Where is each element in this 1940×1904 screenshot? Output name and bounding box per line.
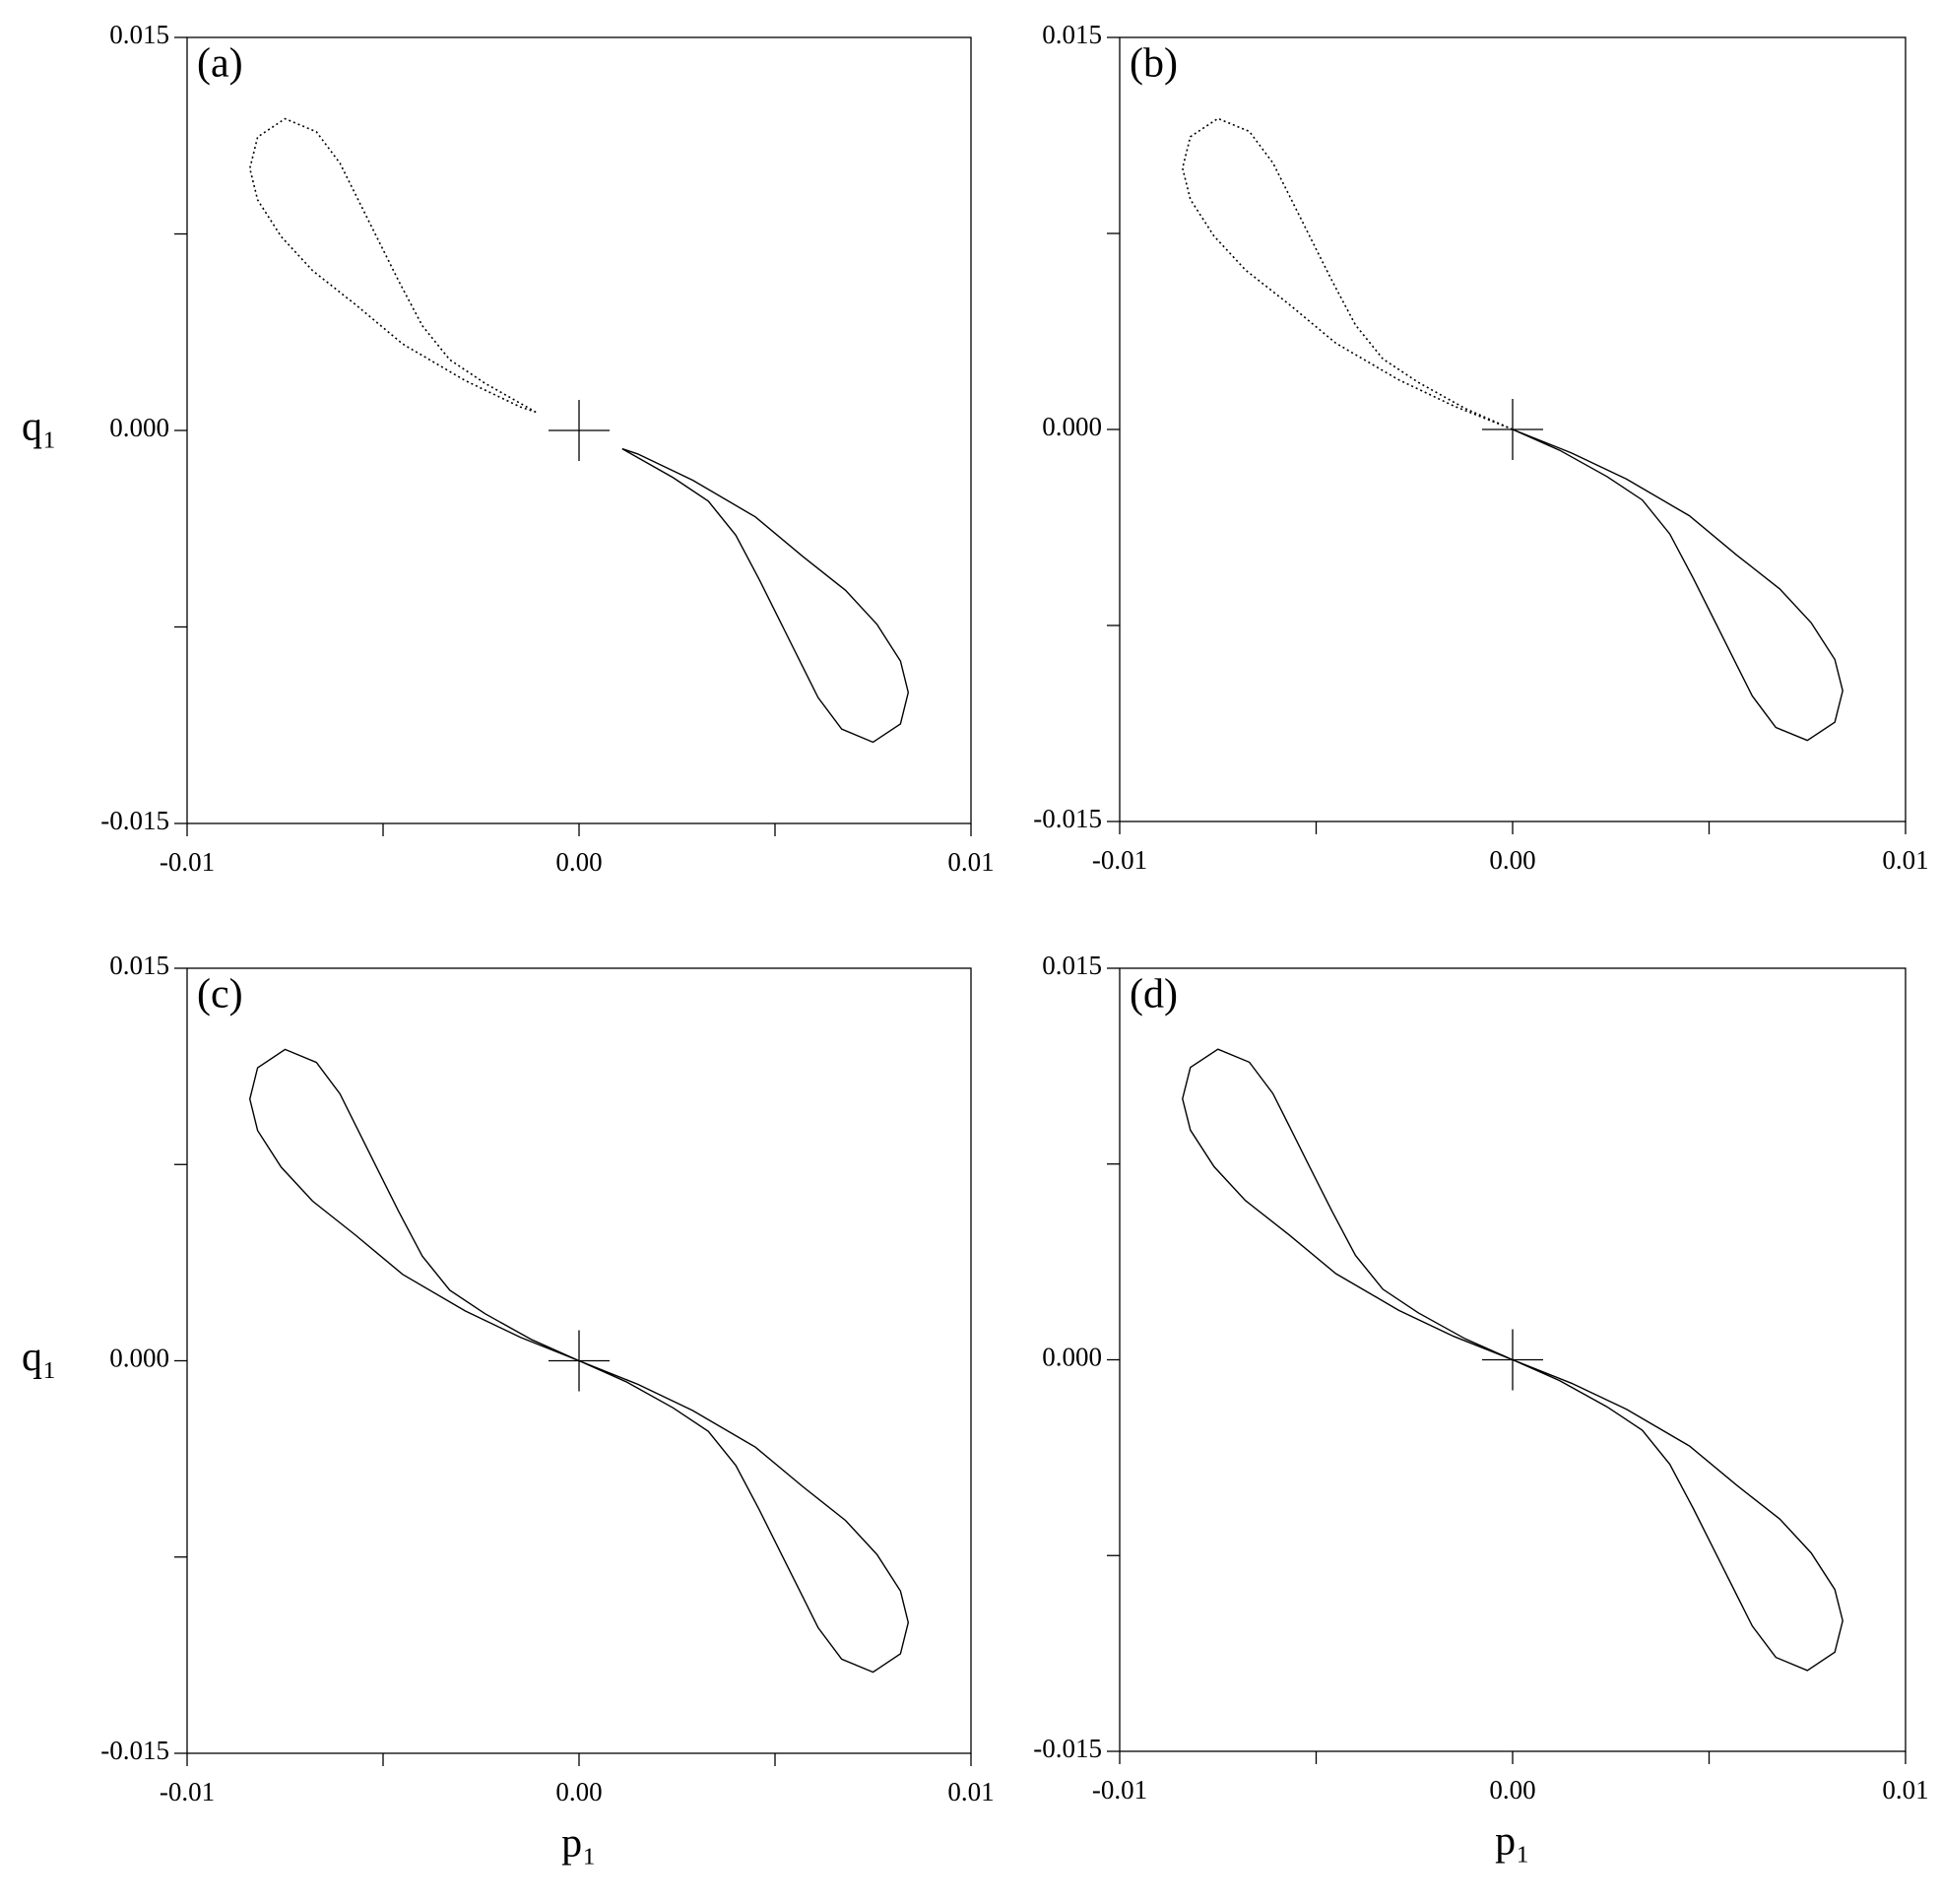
x-axis-label: p₁ xyxy=(561,1821,597,1867)
x-tick-label: -0.01 xyxy=(160,847,215,877)
y-tick-label: 0.015 xyxy=(109,20,169,49)
y-tick-label: 0.015 xyxy=(109,951,169,980)
y-tick-label: -0.015 xyxy=(1033,804,1102,833)
panel-label: (c) xyxy=(197,972,243,1018)
y-tick-label: -0.015 xyxy=(100,806,169,835)
x-tick-label: 0.01 xyxy=(947,847,994,877)
x-tick-label: 0.01 xyxy=(1882,845,1928,875)
x-axis-label: p₁ xyxy=(1495,1819,1530,1865)
curve xyxy=(578,1359,910,1674)
curve xyxy=(621,447,910,744)
panel-label: (d) xyxy=(1130,972,1178,1018)
curve xyxy=(1512,1358,1843,1672)
x-tick-label: -0.01 xyxy=(160,1777,215,1806)
x-tick-label: 0.00 xyxy=(1489,1775,1535,1805)
x-tick-label: 0.01 xyxy=(947,1777,994,1806)
x-tick-label: -0.01 xyxy=(1092,845,1147,875)
y-tick-label: 0.000 xyxy=(1042,412,1102,441)
curve xyxy=(1512,428,1843,742)
y-tick-label: 0.000 xyxy=(1042,1343,1102,1372)
y-tick-label: 0.000 xyxy=(109,413,169,442)
x-tick-label: 0.01 xyxy=(1882,1775,1928,1805)
curve xyxy=(1181,117,1514,430)
x-tick-label: 0.00 xyxy=(555,847,602,877)
y-axis-label: q₁ xyxy=(22,1335,57,1380)
panel-label: (a) xyxy=(197,41,243,87)
x-tick-label: 0.00 xyxy=(555,1777,602,1806)
curve xyxy=(1182,1048,1514,1361)
y-tick-label: 0.015 xyxy=(1042,951,1102,980)
y-tick-label: 0.000 xyxy=(109,1344,169,1373)
y-axis-label: q₁ xyxy=(22,405,57,450)
y-tick-label: 0.015 xyxy=(1042,20,1102,49)
x-tick-label: 0.00 xyxy=(1489,845,1535,875)
curve xyxy=(248,117,537,414)
curve xyxy=(248,1048,580,1362)
y-tick-label: -0.015 xyxy=(100,1736,169,1765)
panel-label: (b) xyxy=(1130,41,1178,87)
y-tick-label: -0.015 xyxy=(1033,1734,1102,1763)
x-tick-label: -0.01 xyxy=(1092,1775,1147,1805)
